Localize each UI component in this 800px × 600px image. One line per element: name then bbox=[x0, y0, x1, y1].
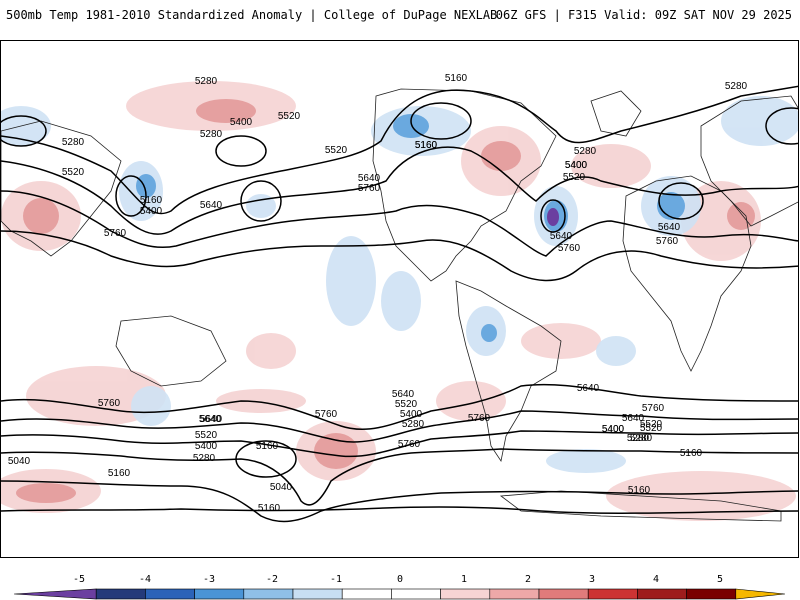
contour-label: 5640 bbox=[658, 222, 681, 233]
contour-label: 5280 bbox=[195, 76, 218, 87]
colorbar-tick: 0 bbox=[396, 574, 404, 585]
colorbar-cell bbox=[292, 588, 343, 600]
contour-label: 5280 bbox=[630, 433, 653, 444]
colorbar-cell bbox=[587, 588, 638, 600]
contour-label: 5400 bbox=[565, 160, 588, 171]
colorbar-cells bbox=[13, 588, 786, 600]
contour-label: 5280 bbox=[627, 433, 650, 444]
contour-label: 5280 bbox=[725, 81, 748, 92]
contour-label: 5280 bbox=[200, 129, 223, 140]
contour-label: 5760 bbox=[642, 403, 665, 414]
contour-label: 5400 bbox=[602, 424, 625, 435]
contour-label: 5520 bbox=[62, 167, 85, 178]
contour-label: 5160 bbox=[256, 441, 279, 452]
contour-label: 5520 bbox=[195, 430, 218, 441]
contour-label: 5160 bbox=[680, 448, 703, 459]
colorbar-cell bbox=[194, 588, 245, 600]
colorbar-tick: -2 bbox=[265, 574, 279, 585]
contour-label: 5760 bbox=[468, 413, 491, 424]
colorbar-tick: 2 bbox=[524, 574, 532, 585]
model-valid-time: 06Z GFS | F315 Valid: 09Z SAT NOV 29 202… bbox=[495, 8, 792, 22]
map-title: 500mb Temp 1981-2010 Standardized Anomal… bbox=[6, 8, 498, 22]
colorbar-cell bbox=[243, 588, 294, 600]
contour-label: 5640 bbox=[550, 231, 573, 242]
contour-label: 5640 bbox=[358, 173, 381, 184]
contour-label: 5640 bbox=[577, 383, 600, 394]
colorbar-cell bbox=[440, 588, 491, 600]
contour-label: 5520 bbox=[640, 419, 663, 430]
contour-label: 5160 bbox=[108, 468, 131, 479]
colorbar-cell bbox=[13, 588, 97, 600]
colorbar-cell bbox=[391, 588, 441, 600]
contour-label: 5040 bbox=[8, 456, 31, 467]
colorbar-cell bbox=[145, 588, 195, 600]
contour-label: 5760 bbox=[98, 398, 121, 409]
contour-label: 5160 bbox=[140, 195, 163, 206]
contour-label: 5640 bbox=[622, 413, 645, 424]
contour-label: 5640 bbox=[200, 200, 223, 211]
colorbar-tick: -4 bbox=[138, 574, 152, 585]
contour-label: 5400 bbox=[565, 160, 588, 171]
colorbar-cell bbox=[95, 588, 146, 600]
contour-label: 5040 bbox=[270, 482, 293, 493]
colorbar-cell bbox=[686, 588, 737, 600]
colorbar-strip bbox=[13, 588, 786, 600]
contour-label: 5640 bbox=[199, 414, 222, 425]
colorbar-tick: 3 bbox=[588, 574, 596, 585]
contour-label: 5280 bbox=[193, 453, 216, 464]
contour-label: 5520 bbox=[640, 423, 663, 434]
contour-label: 5520 bbox=[325, 145, 348, 156]
colorbar-tick: -1 bbox=[329, 574, 343, 585]
contour-labels: 5280 5160 5280 5520 5400 5280 5280 5520 … bbox=[8, 73, 748, 514]
map-canvas: 5280 5160 5280 5520 5400 5280 5280 5520 … bbox=[1, 73, 798, 523]
colorbar-tick: 5 bbox=[716, 574, 724, 585]
contour-label: 5520 bbox=[278, 111, 301, 122]
colorbar-cell bbox=[341, 588, 392, 600]
anomaly-shading bbox=[1, 81, 798, 521]
contour-label: 5760 bbox=[656, 236, 679, 247]
contour-label: 5640 bbox=[392, 389, 415, 400]
contour-label: 5760 bbox=[315, 409, 338, 420]
colorbar-tick: -3 bbox=[202, 574, 216, 585]
contour-label: 5760 bbox=[398, 439, 421, 450]
contour-label: 5280 bbox=[574, 146, 597, 157]
title-bar: 500mb Temp 1981-2010 Standardized Anomal… bbox=[0, 0, 800, 40]
colorbar-tick: -5 bbox=[72, 574, 86, 585]
colorbar-tick: 4 bbox=[652, 574, 660, 585]
contour-label: 5280 bbox=[402, 419, 425, 430]
contour-label: 5400 bbox=[602, 424, 625, 435]
contour-label: 5400 bbox=[400, 409, 423, 420]
contour-label: 5400 bbox=[230, 117, 253, 128]
contour-label: 5400 bbox=[195, 441, 218, 452]
colorbar-cell bbox=[489, 588, 540, 600]
height-contours bbox=[1, 85, 798, 523]
contour-label: 5520 bbox=[395, 399, 418, 410]
contour-label: 5520 bbox=[563, 172, 586, 183]
contour-label: 5280 bbox=[62, 137, 85, 148]
colorbar-cell bbox=[538, 588, 589, 600]
contour-label: 5400 bbox=[140, 206, 163, 217]
contour-label: 5760 bbox=[358, 183, 381, 194]
contour-label: 5760 bbox=[104, 228, 127, 239]
contour-label: 5640 bbox=[200, 414, 223, 425]
colorbar-tick: 1 bbox=[460, 574, 468, 585]
contour-label: 5160 bbox=[628, 485, 651, 496]
map-panel: 5280 5160 5280 5520 5400 5280 5280 5520 … bbox=[0, 40, 799, 558]
colorbar-cell bbox=[637, 588, 687, 600]
contour-label: 5160 bbox=[415, 140, 438, 151]
contour-label: 5160 bbox=[445, 73, 468, 84]
coastlines bbox=[1, 88, 798, 522]
contour-label: 5760 bbox=[558, 243, 581, 254]
contour-label: 5160 bbox=[415, 140, 438, 151]
colorbar-cell bbox=[735, 588, 786, 600]
contour-label: 5160 bbox=[258, 503, 281, 514]
colorbar: -5 -4 -3 -2 -1 0 1 2 3 4 5 bbox=[0, 572, 800, 600]
